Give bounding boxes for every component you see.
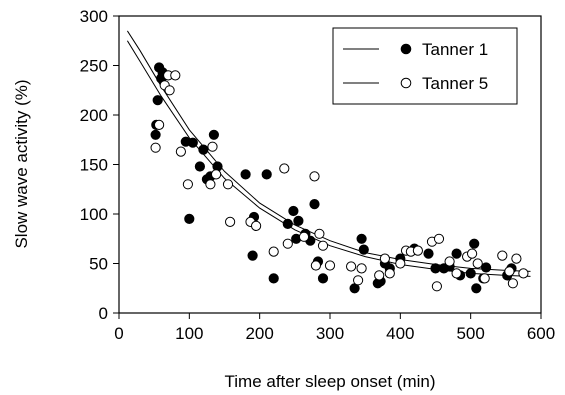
data-point-tanner-1	[261, 169, 272, 180]
data-point-tanner-1	[240, 169, 251, 180]
data-point-tanner-5	[504, 266, 515, 277]
data-point-tanner-5	[282, 238, 293, 249]
data-point-tanner-5	[222, 179, 234, 190]
y-tick-label: 100	[80, 205, 108, 224]
data-point-tanner-5	[175, 146, 186, 157]
y-tick-label: 200	[80, 106, 108, 125]
data-point-tanner-5	[353, 275, 364, 286]
data-point-tanner-5	[164, 85, 175, 96]
data-point-tanner-1	[184, 213, 195, 224]
x-axis-label: Time after sleep onset (min)	[225, 372, 436, 391]
x-axis: 0 100 200 300 400 500 600	[114, 313, 555, 343]
data-point-tanner-5	[317, 240, 329, 251]
legend-marker-tanner-1	[400, 43, 412, 55]
data-point-tanner-5	[211, 169, 222, 180]
data-point-tanner-1	[358, 244, 369, 255]
data-point-tanner-1	[194, 161, 205, 172]
data-point-tanner-5	[251, 220, 262, 231]
data-point-tanner-5	[467, 248, 478, 259]
legend-box	[332, 27, 518, 105]
data-point-tanner-5	[472, 258, 483, 269]
y-tick-label: 300	[80, 7, 108, 26]
y-axis: 0 50 100 150 200 250 300	[80, 7, 119, 323]
data-point-tanner-1	[268, 273, 279, 284]
y-tick-label: 50	[89, 255, 108, 274]
legend: Tanner 1 Tanner 5	[332, 27, 518, 105]
data-point-tanner-1	[198, 144, 209, 155]
data-point-tanner-1	[187, 137, 198, 148]
data-point-tanner-5	[225, 216, 236, 227]
data-point-tanner-1	[465, 268, 476, 279]
legend-label-tanner-1: Tanner 1	[422, 40, 488, 59]
data-point-tanner-5	[518, 268, 529, 279]
data-point-tanner-5	[298, 231, 310, 242]
data-point-tanner-5	[310, 260, 321, 271]
data-point-tanner-1	[481, 262, 492, 273]
y-tick-label: 150	[80, 156, 108, 175]
data-point-tanner-5	[384, 268, 395, 279]
data-point-tanner-5	[412, 245, 423, 256]
data-point-tanner-5	[395, 258, 406, 269]
x-tick-label: 500	[456, 324, 484, 343]
data-point-tanner-1	[430, 263, 441, 274]
data-point-tanner-1	[356, 233, 367, 244]
x-tick-label: 200	[245, 324, 273, 343]
legend-marker-tanner-5	[400, 77, 412, 89]
data-point-tanner-5	[182, 179, 193, 190]
x-tick-label: 600	[527, 324, 555, 343]
data-point-tanner-5	[511, 253, 522, 264]
data-point-tanner-1	[288, 205, 299, 217]
x-tick-label: 400	[386, 324, 414, 343]
data-point-tanner-1	[469, 238, 480, 249]
data-point-tanner-5	[451, 268, 462, 279]
data-point-tanner-5	[374, 270, 385, 281]
data-points	[150, 62, 529, 294]
x-tick-label: 300	[316, 324, 344, 343]
legend-label-tanner-5: Tanner 5	[422, 74, 488, 93]
data-point-tanner-5	[314, 228, 325, 239]
data-point-tanner-5	[356, 263, 367, 274]
data-point-tanner-5	[433, 233, 445, 244]
data-point-tanner-1	[471, 283, 482, 294]
x-tick-label: 100	[175, 324, 203, 343]
data-point-tanner-1	[150, 129, 161, 140]
data-point-tanner-1	[293, 215, 304, 226]
data-point-tanner-5	[431, 281, 442, 292]
data-point-tanner-1	[423, 248, 434, 259]
data-point-tanner-1	[152, 95, 163, 106]
data-point-tanner-5	[379, 253, 390, 264]
data-point-tanner-5	[479, 273, 490, 284]
data-point-tanner-5	[205, 179, 216, 190]
data-point-tanner-5	[507, 278, 519, 289]
data-point-tanner-1	[317, 273, 329, 284]
data-point-tanner-5	[207, 141, 218, 152]
y-tick-label: 0	[99, 304, 108, 323]
data-point-tanner-5	[324, 260, 336, 271]
data-point-tanner-5	[268, 246, 279, 257]
data-point-tanner-5	[346, 261, 357, 272]
y-axis-label: Slow wave activity (%)	[12, 79, 31, 248]
data-point-tanner-5	[497, 250, 508, 261]
data-point-tanner-5	[150, 142, 161, 153]
data-point-tanner-1	[309, 199, 320, 210]
data-point-tanner-5	[279, 163, 290, 174]
data-point-tanner-5	[170, 70, 181, 81]
data-point-tanner-1	[282, 218, 293, 229]
data-point-tanner-5	[154, 119, 165, 131]
data-point-tanner-1	[247, 250, 258, 261]
data-point-tanner-5	[309, 171, 320, 182]
y-tick-label: 250	[80, 57, 108, 76]
data-point-tanner-1	[451, 248, 462, 259]
data-point-tanner-1	[208, 129, 219, 140]
data-point-tanner-5	[444, 256, 455, 267]
x-tick-label: 0	[114, 324, 123, 343]
